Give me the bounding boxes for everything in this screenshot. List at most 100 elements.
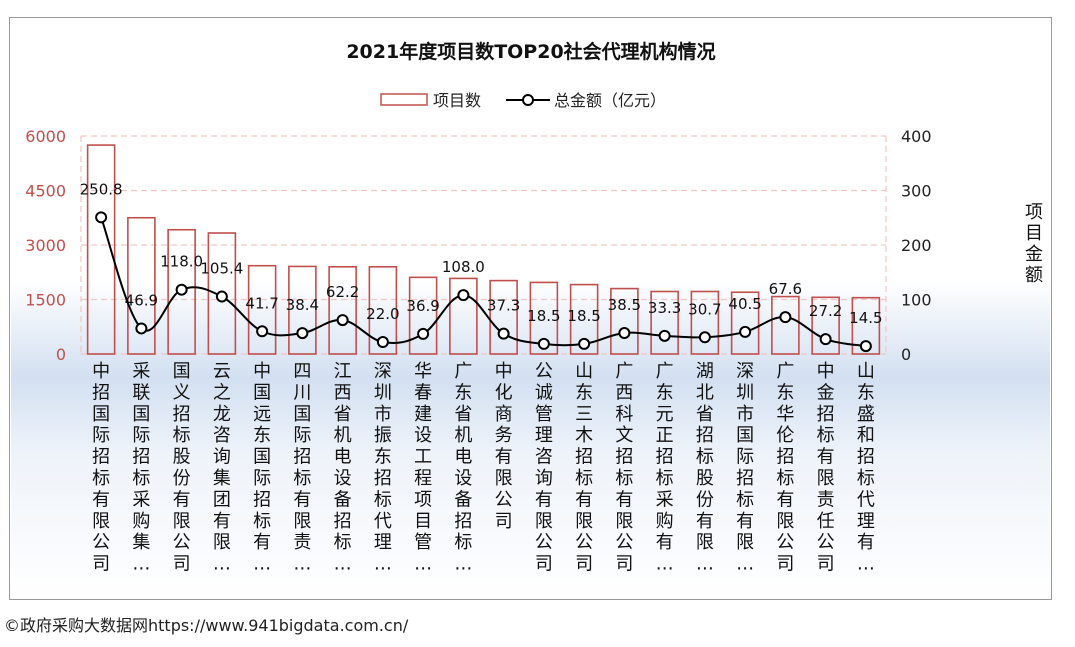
category-labels: 中招国际招标有限公司 采联国际招标采购集… 国义招标股份有限公司 云之龙咨询集团有限…… [92,361,875,575]
legend-label-bar: 项目数 [433,91,481,110]
chart-svg: 2021年度项目数TOP20社会代理机构情况 项目数 总金额（亿元） 0 1500… [11,19,1050,598]
right-tick-label: 400 [901,127,932,146]
category-label: 深圳市振东招标代理… [374,361,392,575]
bar [650,290,679,355]
amount-label: 27.2 [809,302,842,320]
amount-point [417,327,430,340]
amount-line [95,211,872,353]
bar [529,281,559,355]
amount-point [779,311,792,324]
category-label: 国义招标股份有限公司 [173,361,191,575]
amount-label: 38.4 [286,296,319,314]
bar [489,279,518,355]
left-tick-label: 6000 [25,127,66,146]
category-label: 采联国际招标采购集… [132,361,150,575]
amount-label: 108.0 [442,258,485,276]
right-axis-title: 项目金额 [1025,202,1043,286]
amount-point [296,327,309,340]
right-tick-label: 100 [901,291,932,310]
bar [851,296,881,355]
category-label: 山东三木招标有限公司 [575,361,593,575]
legend: 项目数 总金额（亿元） [380,91,666,110]
right-tick-label: 0 [901,345,911,364]
bar [811,296,840,355]
bar [127,216,156,355]
bar [368,266,398,355]
left-tick-label: 3000 [25,236,66,255]
legend-line-marker [522,94,534,106]
right-axis-title-text: 项目金额 [1025,202,1043,286]
amount-label: 14.5 [849,309,882,327]
amount-label: 67.6 [769,280,802,298]
legend-label-line: 总金额（亿元） [554,91,666,110]
right-tick-label: 300 [901,182,932,201]
category-label: 公诚管理咨询有限公司 [535,361,553,575]
amount-point [497,327,510,340]
amount-label: 118.0 [160,253,203,271]
amount-point [95,211,108,224]
left-axis-ticks: 0 1500 3000 4500 6000 [25,127,66,364]
amount-label: 30.7 [688,300,721,318]
bar [167,228,196,355]
amount-point [658,329,671,342]
bar [86,144,116,355]
bar [408,276,438,355]
amount-label: 250.8 [80,180,123,198]
amount-label: 18.5 [527,307,560,325]
left-tick-label: 1500 [25,291,66,310]
bar [207,232,237,355]
category-label: 四川国际招标有限责… [293,361,311,575]
category-label: 江西省机电设备招标… [334,361,352,575]
amount-label: 41.7 [245,294,278,312]
bar [730,291,760,355]
amount-label: 105.4 [200,260,243,278]
amount-point [336,314,349,327]
amount-point [819,333,832,346]
left-tick-label: 0 [56,345,66,364]
amount-label: 36.9 [406,297,439,315]
amount-label: 22.0 [366,305,399,323]
amount-point [618,327,631,340]
amount-point [739,325,752,338]
right-axis-ticks: 0 100 200 300 400 [901,127,932,364]
amount-point [578,337,591,350]
bar [569,283,599,355]
chart-frame: 2021年度项目数TOP20社会代理机构情况 项目数 总金额（亿元） 0 1500… [9,17,1052,600]
amount-label: 18.5 [567,307,600,325]
bar [449,277,478,355]
amount-point [215,290,228,303]
bar [288,265,317,355]
category-label: 山东盛和招标代理有… [857,361,875,575]
amount-label: 62.2 [326,283,359,301]
category-label: 中金招标有限责任公司 [817,361,835,575]
category-label: 广西科文招标有限公司 [615,361,633,575]
amount-point [537,337,550,350]
category-label: 广东元正招标采购有… [656,361,674,575]
category-label: 中招国际招标有限公司 [92,361,110,575]
category-label: 广东华伦招标有限公司 [776,361,794,575]
amount-point [457,289,470,302]
legend-bar-swatch [380,93,428,106]
category-label: 中国远东国际招标有… [253,361,271,575]
bar [690,290,720,355]
category-label: 华春建设工程项目管… [414,361,432,575]
amount-label: 40.5 [728,295,761,313]
category-label: 中化商务有限公司 [495,361,513,532]
amount-point [859,340,872,353]
bar [610,287,639,355]
right-tick-label: 200 [901,236,932,255]
chart-title: 2021年度项目数TOP20社会代理机构情况 [346,40,715,63]
amount-point [376,336,389,349]
amount-label: 37.3 [487,297,520,315]
bar [771,295,800,355]
amount-point [256,325,269,338]
bars [86,144,881,355]
amount-point [698,331,711,344]
amount-point [135,322,148,335]
amount-label: 33.3 [648,299,681,317]
category-label: 广东省机电设备招标… [454,361,472,575]
category-label: 湖北省招标股份有限… [696,361,714,575]
amount-point [175,283,188,296]
source-footer[interactable]: ©政府采购大数据网https://www.941bigdata.com.cn/ [4,616,409,635]
